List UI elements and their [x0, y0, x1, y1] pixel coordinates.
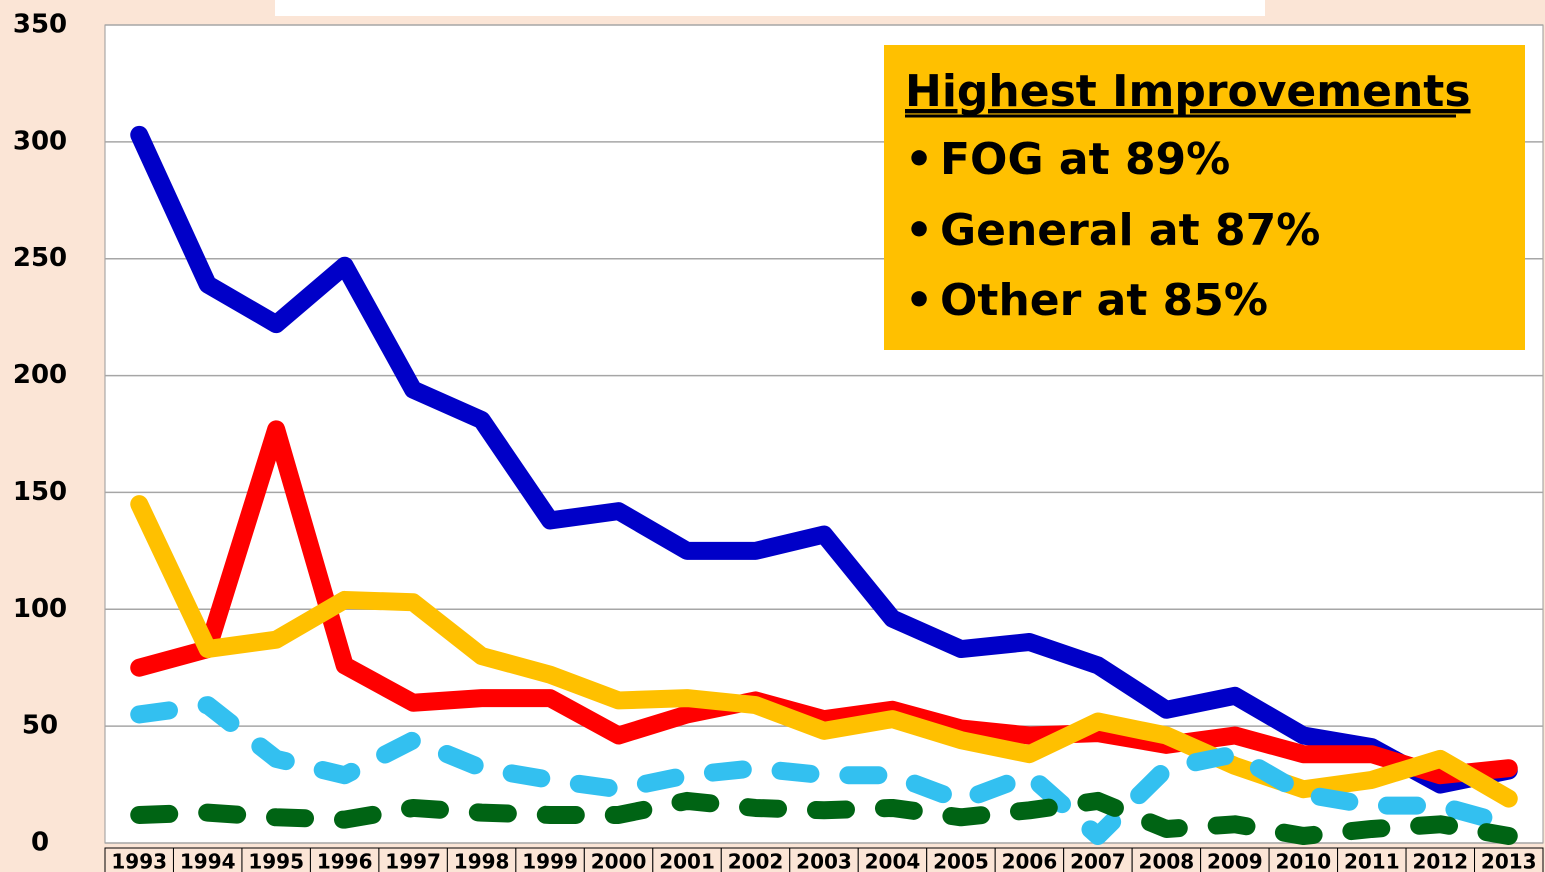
bullet: • [905, 275, 933, 326]
x-label-box [926, 847, 996, 872]
lines [130, 125, 1518, 845]
series-line [130, 420, 1518, 785]
x-label-box [1474, 847, 1544, 872]
bullet: • [905, 134, 933, 185]
y-tick-label: 200 [13, 360, 67, 390]
x-tick-label: 2010 [1275, 850, 1331, 872]
series-line [130, 791, 1518, 845]
x-label-box [789, 847, 859, 872]
annotation-box [884, 45, 1525, 350]
x-tick-label: 1993 [111, 850, 167, 872]
y-tick-label: 100 [13, 594, 67, 624]
y-tick-label: 350 [13, 10, 67, 40]
x-tick-label: 2001 [659, 850, 715, 872]
x-tick-label: 2003 [796, 850, 852, 872]
x-tick-label: 1994 [180, 850, 236, 872]
x-tick-label: 2000 [591, 850, 647, 872]
x-label-box [309, 847, 380, 872]
x-label-box [446, 847, 517, 872]
x-tick-label: 1995 [248, 850, 304, 872]
x-tick-label: 1998 [454, 850, 510, 872]
y-tick-label: 250 [13, 243, 67, 273]
x-tick-label: 1999 [522, 850, 578, 872]
x-label-box [104, 847, 174, 872]
x-tick-label: 2007 [1070, 850, 1126, 872]
annotation-title: Highest Improvements [905, 66, 1471, 117]
x-label-box [583, 847, 654, 872]
x-label-box [241, 847, 311, 872]
y-tick-label: 0 [31, 828, 49, 858]
x-tick-label: 2004 [865, 850, 921, 872]
x-tick-label: 2005 [933, 850, 989, 872]
x-label-box [1200, 847, 1270, 872]
x-tick-label: 1996 [317, 850, 373, 872]
x-label-box [1268, 847, 1339, 872]
y-tick-label: 150 [13, 477, 67, 507]
title-box [275, 0, 1265, 16]
annotation-item: FOG at 89% [940, 134, 1230, 185]
x-tick-label: 2008 [1139, 850, 1195, 872]
x-tick-label: 2013 [1481, 850, 1537, 872]
series-line [130, 696, 1518, 845]
x-tick-label: 2012 [1412, 850, 1468, 872]
y-tick-label: 300 [13, 126, 67, 156]
x-tick-label: 2011 [1344, 850, 1400, 872]
x-tick-label: 1997 [385, 850, 441, 872]
x-tick-label: 2006 [1002, 850, 1058, 872]
series-line [130, 125, 1518, 794]
x-label-box [1063, 847, 1133, 872]
x-tick-label: 2002 [728, 850, 784, 872]
x-tick-label: 2009 [1207, 850, 1263, 872]
x-label-box [378, 847, 448, 872]
x-label-box [1131, 847, 1202, 872]
x-label-box [652, 847, 722, 872]
y-tick-label: 50 [22, 711, 58, 741]
x-label-box [515, 847, 585, 872]
x-label-box [172, 847, 243, 872]
bullet: • [905, 205, 933, 256]
annotation-item: Other at 85% [940, 275, 1268, 326]
annotation-item: General at 87% [940, 205, 1320, 256]
